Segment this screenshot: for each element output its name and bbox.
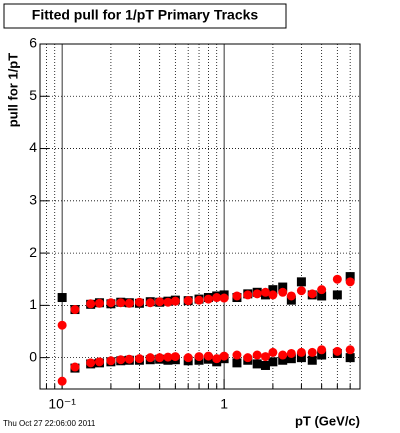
point [57, 376, 67, 386]
point [116, 298, 126, 308]
point [307, 347, 317, 357]
point [317, 345, 327, 355]
point [317, 350, 327, 360]
point [332, 274, 342, 284]
point [212, 354, 222, 364]
point [155, 297, 165, 307]
point [212, 293, 222, 303]
point [134, 354, 144, 364]
point [268, 347, 278, 357]
point [106, 356, 116, 366]
point [232, 358, 242, 368]
point [243, 290, 253, 300]
y-tick-label: 0 [29, 348, 37, 364]
point [286, 291, 296, 301]
point [296, 286, 306, 296]
point [232, 291, 242, 301]
point [268, 290, 278, 300]
chart-title: Fitted pull for 1/pT Primary Tracks [32, 7, 259, 23]
point [278, 355, 288, 365]
point [307, 289, 317, 299]
y-tick-label: 3 [29, 192, 37, 208]
point [345, 353, 355, 363]
y-tick-label: 5 [29, 87, 37, 103]
point [70, 305, 80, 315]
point [183, 353, 193, 363]
point [145, 298, 155, 308]
point [252, 359, 262, 369]
point [232, 350, 242, 360]
point [94, 298, 104, 308]
point [278, 282, 288, 292]
point [317, 291, 327, 301]
point [163, 352, 173, 362]
point [183, 296, 193, 306]
point [286, 348, 296, 358]
x-tick-label: 10⁻¹ [48, 396, 76, 412]
point [260, 352, 270, 362]
point [345, 272, 355, 282]
point [345, 277, 355, 287]
point [345, 345, 355, 355]
point [170, 296, 180, 306]
point [252, 350, 262, 360]
y-tick-label: 1 [29, 296, 37, 312]
point [170, 352, 180, 362]
point [332, 290, 342, 300]
point [134, 297, 144, 307]
point [57, 293, 67, 303]
x-tick-label: 1 [220, 396, 228, 412]
point [145, 353, 155, 363]
y-tick-label: 6 [29, 35, 37, 51]
plot-frame [40, 44, 360, 389]
point [286, 354, 296, 364]
point [70, 362, 80, 372]
point [252, 289, 262, 299]
point [116, 355, 126, 365]
point [260, 287, 270, 297]
point [203, 294, 213, 304]
point [332, 346, 342, 356]
point [219, 351, 229, 361]
point [203, 351, 213, 361]
point [260, 360, 270, 370]
y-tick-label: 4 [29, 139, 37, 155]
timestamp: Thu Oct 27 22:06:00 2011 [3, 419, 96, 428]
title-box [3, 3, 287, 29]
point [307, 355, 317, 365]
point [86, 358, 96, 368]
point [57, 320, 67, 330]
point [268, 285, 278, 295]
point [106, 298, 116, 308]
y-axis-label: pull for 1/pT [5, 53, 20, 127]
point [94, 357, 104, 367]
point [268, 357, 278, 367]
y-tick-label: 2 [29, 244, 37, 260]
point [163, 297, 173, 307]
x-axis-label: pT (GeV/c) [295, 413, 360, 428]
point [194, 352, 204, 362]
point [86, 299, 96, 309]
point [124, 298, 134, 308]
point [219, 293, 229, 303]
point [243, 353, 253, 363]
point [278, 287, 288, 297]
point [296, 347, 306, 357]
point [278, 350, 288, 360]
point [155, 353, 165, 363]
point [194, 295, 204, 305]
plot-border [39, 43, 361, 390]
point [317, 285, 327, 295]
point [296, 277, 306, 287]
point [296, 353, 306, 363]
point [124, 354, 134, 364]
